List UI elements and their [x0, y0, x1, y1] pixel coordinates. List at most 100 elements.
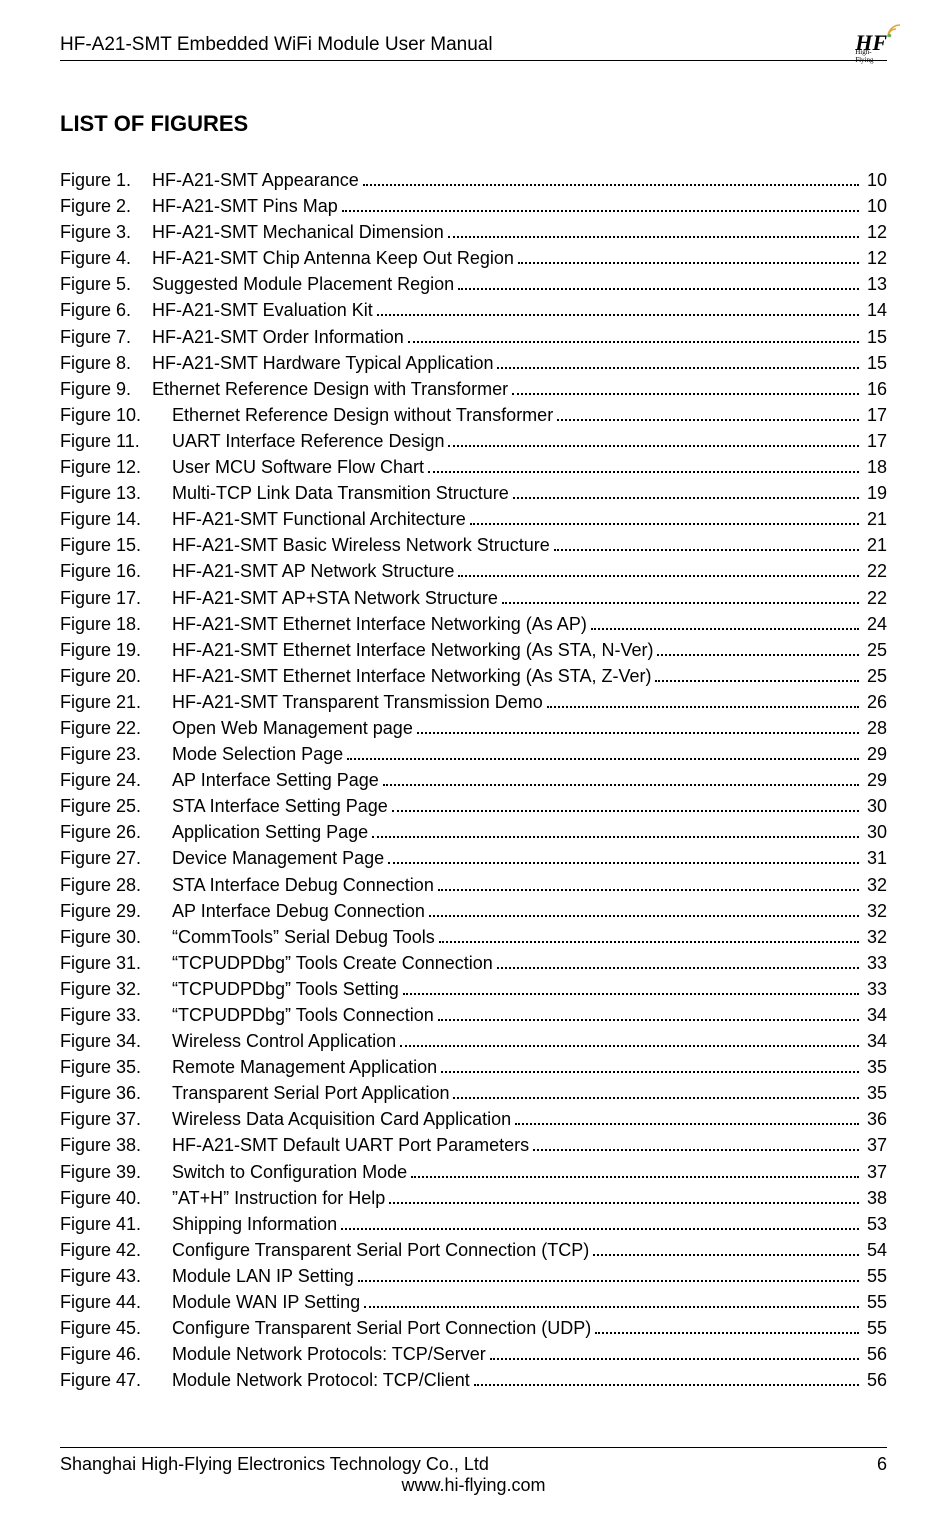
toc-figure-label: Figure 40.	[60, 1185, 172, 1211]
toc-page-number: 56	[863, 1367, 887, 1393]
toc-leader-dots	[557, 419, 859, 421]
toc-leader-dots	[400, 1045, 859, 1047]
toc-figure-title: Remote Management Application	[172, 1054, 437, 1080]
toc-row: Figure 23.Mode Selection Page29	[60, 741, 887, 767]
toc-leader-dots	[441, 1071, 859, 1073]
toc-figure-label: Figure 31.	[60, 950, 172, 976]
toc-page-number: 25	[863, 663, 887, 689]
toc-leader-dots	[554, 549, 859, 551]
toc-row: Figure 13.Multi-TCP Link Data Transmitio…	[60, 480, 887, 506]
toc-leader-dots	[417, 732, 859, 734]
toc-figure-label: Figure 37.	[60, 1106, 172, 1132]
toc-row: Figure 8.HF-A21-SMT Hardware Typical App…	[60, 350, 887, 376]
toc-page-number: 26	[863, 689, 887, 715]
toc-leader-dots	[474, 1384, 859, 1386]
toc-figure-title: HF-A21-SMT Evaluation Kit	[152, 297, 373, 323]
toc-page-number: 12	[863, 245, 887, 271]
toc-leader-dots	[497, 967, 859, 969]
toc-leader-dots	[392, 810, 859, 812]
page-header: HF-A21-SMT Embedded WiFi Module User Man…	[60, 30, 887, 61]
list-of-figures: Figure 1.HF-A21-SMT Appearance10Figure 2…	[60, 167, 887, 1393]
toc-page-number: 34	[863, 1028, 887, 1054]
footer-website: www.hi-flying.com	[401, 1475, 545, 1495]
toc-leader-dots	[438, 1019, 859, 1021]
wifi-signal-icon	[887, 24, 901, 38]
toc-row: Figure 6.HF-A21-SMT Evaluation Kit14	[60, 297, 887, 323]
toc-row: Figure 18.HF-A21-SMT Ethernet Interface …	[60, 611, 887, 637]
toc-figure-label: Figure 28.	[60, 872, 172, 898]
toc-leader-dots	[389, 1202, 859, 1204]
toc-leader-dots	[388, 862, 859, 864]
toc-leader-dots	[547, 706, 859, 708]
toc-page-number: 29	[863, 767, 887, 793]
toc-page-number: 32	[863, 872, 887, 898]
toc-row: Figure 16.HF-A21-SMT AP Network Structur…	[60, 558, 887, 584]
logo: HF High-Flying	[855, 30, 887, 56]
toc-leader-dots	[358, 1280, 859, 1282]
toc-figure-title: Open Web Management page	[172, 715, 413, 741]
toc-figure-label: Figure 4.	[60, 245, 152, 271]
toc-row: Figure 26.Application Setting Page30	[60, 819, 887, 845]
toc-figure-label: Figure 16.	[60, 558, 172, 584]
toc-row: Figure 46.Module Network Protocols: TCP/…	[60, 1341, 887, 1367]
logo-subtext: High-Flying	[855, 48, 887, 64]
toc-figure-title: Wireless Control Application	[172, 1028, 396, 1054]
toc-figure-label: Figure 13.	[60, 480, 172, 506]
toc-figure-title: HF-A21-SMT Transparent Transmission Demo	[172, 689, 543, 715]
toc-figure-title: HF-A21-SMT Appearance	[152, 167, 359, 193]
toc-figure-label: Figure 35.	[60, 1054, 172, 1080]
toc-page-number: 30	[863, 793, 887, 819]
toc-figure-title: Application Setting Page	[172, 819, 368, 845]
toc-page-number: 36	[863, 1106, 887, 1132]
toc-page-number: 31	[863, 845, 887, 871]
toc-leader-dots	[513, 497, 859, 499]
toc-figure-title: ”AT+H” Instruction for Help	[172, 1185, 385, 1211]
toc-row: Figure 15.HF-A21-SMT Basic Wireless Netw…	[60, 532, 887, 558]
toc-leader-dots	[595, 1332, 859, 1334]
toc-leader-dots	[533, 1149, 859, 1151]
toc-figure-title: Multi-TCP Link Data Transmition Structur…	[172, 480, 509, 506]
toc-figure-title: STA Interface Debug Connection	[172, 872, 434, 898]
toc-row: Figure 2.HF-A21-SMT Pins Map10	[60, 193, 887, 219]
toc-figure-title: Suggested Module Placement Region	[152, 271, 454, 297]
toc-page-number: 55	[863, 1263, 887, 1289]
toc-leader-dots	[411, 1176, 859, 1178]
toc-page-number: 37	[863, 1132, 887, 1158]
toc-leader-dots	[377, 314, 859, 316]
toc-row: Figure 42.Configure Transparent Serial P…	[60, 1237, 887, 1263]
toc-figure-label: Figure 7.	[60, 324, 152, 350]
toc-leader-dots	[497, 367, 858, 369]
toc-leader-dots	[512, 393, 859, 395]
toc-leader-dots	[383, 784, 859, 786]
toc-figure-label: Figure 41.	[60, 1211, 172, 1237]
toc-figure-title: Configure Transparent Serial Port Connec…	[172, 1237, 589, 1263]
toc-page-number: 35	[863, 1054, 887, 1080]
toc-row: Figure 10.Ethernet Reference Design with…	[60, 402, 887, 428]
toc-page-number: 24	[863, 611, 887, 637]
toc-row: Figure 22.Open Web Management page28	[60, 715, 887, 741]
toc-leader-dots	[453, 1097, 858, 1099]
toc-row: Figure 7.HF-A21-SMT Order Information15	[60, 324, 887, 350]
toc-page-number: 34	[863, 1002, 887, 1028]
toc-figure-label: Figure 26.	[60, 819, 172, 845]
toc-row: Figure 34.Wireless Control Application34	[60, 1028, 887, 1054]
toc-figure-title: HF-A21-SMT Ethernet Interface Networking…	[172, 611, 587, 637]
toc-leader-dots	[655, 680, 858, 682]
toc-figure-title: Module Network Protocol: TCP/Client	[172, 1367, 470, 1393]
toc-page-number: 16	[863, 376, 887, 402]
toc-figure-label: Figure 11.	[60, 428, 172, 454]
toc-leader-dots	[518, 262, 859, 264]
toc-page-number: 19	[863, 480, 887, 506]
toc-figure-label: Figure 8.	[60, 350, 152, 376]
toc-row: Figure 45.Configure Transparent Serial P…	[60, 1315, 887, 1341]
toc-figure-title: Switch to Configuration Mode	[172, 1159, 407, 1185]
toc-figure-title: HF-A21-SMT Order Information	[152, 324, 404, 350]
toc-page-number: 15	[863, 350, 887, 376]
toc-figure-label: Figure 14.	[60, 506, 172, 532]
toc-figure-title: “TCPUDPDbg” Tools Connection	[172, 1002, 434, 1028]
toc-row: Figure 1.HF-A21-SMT Appearance10	[60, 167, 887, 193]
toc-figure-title: Ethernet Reference Design without Transf…	[172, 402, 553, 428]
toc-leader-dots	[593, 1254, 859, 1256]
toc-figure-title: HF-A21-SMT Default UART Port Parameters	[172, 1132, 529, 1158]
toc-page-number: 17	[863, 402, 887, 428]
